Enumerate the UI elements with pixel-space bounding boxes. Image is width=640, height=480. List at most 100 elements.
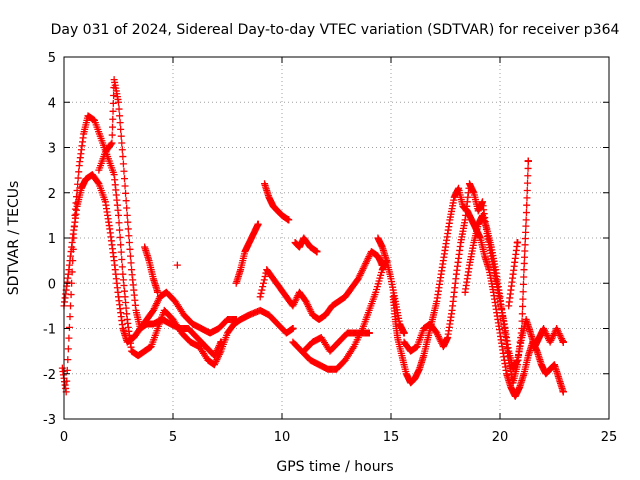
- x-tick-label: 0: [60, 430, 68, 445]
- data-point: [259, 279, 267, 287]
- data-point: [519, 302, 527, 310]
- data-point: [115, 211, 122, 219]
- series-track-c: [95, 76, 225, 360]
- data-point: [522, 222, 530, 230]
- data-point: [520, 259, 528, 267]
- series-track-e: [173, 261, 181, 269]
- data-point: [120, 167, 128, 175]
- data-point: [117, 125, 125, 133]
- series-track-o: [461, 157, 532, 387]
- data-point: [285, 216, 293, 224]
- data-point: [109, 99, 117, 107]
- series-track-g: [261, 180, 293, 224]
- data-point: [559, 338, 567, 346]
- data-point: [117, 132, 125, 140]
- data-point: [119, 153, 127, 161]
- data-point: [115, 98, 122, 106]
- data-point: [119, 160, 127, 168]
- data-point: [64, 356, 72, 364]
- data-point: [519, 295, 527, 303]
- data-point: [118, 263, 126, 271]
- data-point: [123, 204, 131, 212]
- data-point: [127, 259, 135, 267]
- data-point: [74, 174, 82, 182]
- data-point: [124, 218, 132, 226]
- data-point: [109, 123, 117, 131]
- data-point: [94, 179, 102, 187]
- data-point: [126, 252, 134, 260]
- data-point: [254, 220, 262, 228]
- data-point: [107, 140, 115, 148]
- x-tick-label: 20: [492, 430, 509, 445]
- data-point: [118, 139, 126, 147]
- x-axis-label: GPS time / hours: [276, 459, 393, 475]
- y-tick-label: 3: [48, 142, 56, 157]
- series-track-l: [389, 184, 567, 400]
- x-tick-label: 15: [383, 430, 400, 445]
- grid: [64, 57, 609, 419]
- data-point: [67, 302, 75, 310]
- data-point: [117, 248, 125, 256]
- y-tick-label: -2: [43, 368, 56, 383]
- data-point: [400, 329, 408, 337]
- series-track-k: [300, 329, 373, 355]
- data-point: [116, 119, 124, 127]
- data-point: [65, 323, 73, 331]
- data-point: [126, 245, 134, 253]
- data-point: [518, 317, 526, 325]
- data-point: [121, 182, 129, 190]
- y-tick-label: 1: [48, 232, 56, 247]
- data-point: [521, 235, 529, 243]
- data-point: [523, 194, 531, 202]
- data-point: [513, 239, 521, 247]
- data-point: [115, 219, 123, 227]
- data-point: [522, 228, 530, 236]
- data-point: [232, 315, 240, 323]
- data-point: [260, 276, 268, 284]
- data-point: [559, 388, 567, 396]
- y-tick-label: -1: [43, 323, 56, 338]
- data-point: [217, 338, 225, 346]
- series-track-j: [289, 257, 391, 373]
- series-track-n: [374, 234, 408, 337]
- series-track-p: [505, 239, 521, 310]
- data-point: [521, 241, 529, 249]
- series-track-h: [291, 234, 321, 256]
- data-point: [123, 211, 131, 219]
- x-tick-label: 5: [169, 430, 177, 445]
- data-layer: [58, 76, 567, 400]
- data-point: [64, 345, 72, 353]
- data-point: [109, 115, 117, 123]
- data-point: [523, 186, 531, 194]
- series-track-f: [232, 220, 262, 287]
- data-point: [518, 310, 526, 318]
- data-point: [125, 239, 133, 247]
- data-point: [173, 261, 181, 269]
- data-point: [118, 255, 126, 263]
- series-track-d: [141, 243, 162, 296]
- y-axis-label: SDTVAR / TECUs: [6, 181, 22, 296]
- data-point: [289, 325, 297, 332]
- data-point: [108, 139, 116, 147]
- data-point: [518, 325, 526, 332]
- data-point: [124, 225, 132, 233]
- data-point: [116, 226, 124, 234]
- series-track-i: [256, 248, 386, 323]
- data-point: [365, 329, 373, 337]
- data-point: [109, 107, 117, 115]
- series-track-a: [58, 112, 297, 396]
- data-point: [108, 131, 116, 139]
- data-point: [125, 232, 133, 240]
- data-point: [522, 216, 530, 224]
- data-point: [256, 293, 264, 301]
- series-track-b: [60, 171, 240, 346]
- data-point: [524, 172, 532, 180]
- data-point: [313, 248, 321, 256]
- data-point: [63, 366, 71, 374]
- data-point: [115, 105, 123, 113]
- data-point: [258, 286, 266, 294]
- data-point: [118, 146, 126, 154]
- y-tick-label: 5: [48, 51, 56, 66]
- y-tick-label: 2: [48, 187, 56, 202]
